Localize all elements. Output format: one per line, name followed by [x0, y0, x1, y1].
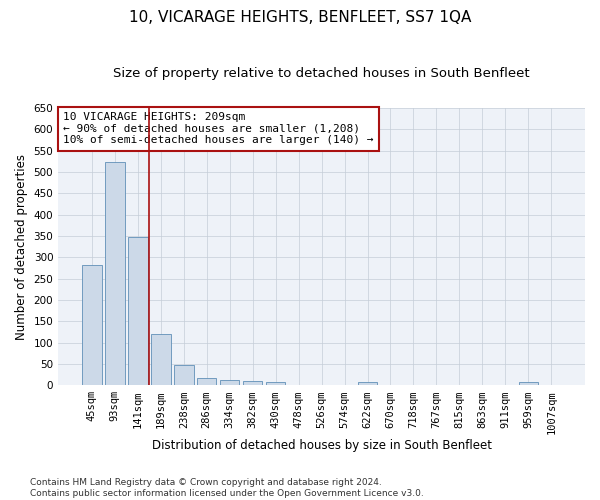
Bar: [128, 238, 148, 386]
Bar: [197, 378, 217, 386]
Text: 10, VICARAGE HEIGHTS, BENFLEET, SS7 1QA: 10, VICARAGE HEIGHTS, BENFLEET, SS7 1QA: [129, 10, 471, 25]
Y-axis label: Number of detached properties: Number of detached properties: [15, 154, 28, 340]
Bar: [518, 382, 538, 386]
Bar: [82, 264, 101, 386]
Bar: [151, 334, 170, 386]
Bar: [174, 365, 194, 386]
Title: Size of property relative to detached houses in South Benfleet: Size of property relative to detached ho…: [113, 68, 530, 80]
Bar: [105, 162, 125, 386]
Text: 10 VICARAGE HEIGHTS: 209sqm
← 90% of detached houses are smaller (1,208)
10% of : 10 VICARAGE HEIGHTS: 209sqm ← 90% of det…: [64, 112, 374, 146]
Bar: [243, 381, 262, 386]
X-axis label: Distribution of detached houses by size in South Benfleet: Distribution of detached houses by size …: [152, 440, 491, 452]
Bar: [358, 382, 377, 386]
Bar: [266, 382, 286, 386]
Bar: [220, 380, 239, 386]
Text: Contains HM Land Registry data © Crown copyright and database right 2024.
Contai: Contains HM Land Registry data © Crown c…: [30, 478, 424, 498]
